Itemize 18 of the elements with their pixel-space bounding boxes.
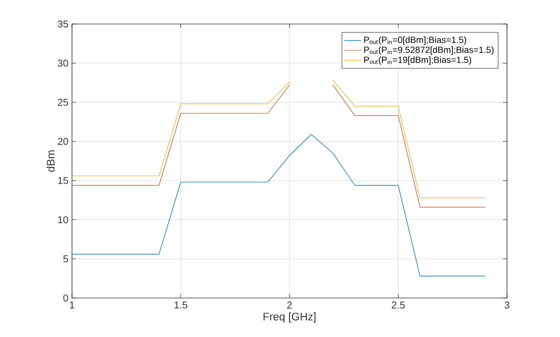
legend-label: P$_{out}$(P$_{in}$=19[dBm];Bias=1.5) [364,56,472,65]
x-axis-title: Freq [GHz] [264,312,316,323]
x-tick-label: 2.5 [392,302,405,309]
y-tick-label: 35 [58,20,68,28]
x-tick-label: 2 [287,302,292,308]
y-tick-label: 0 [63,294,68,302]
y-tick-label: 10 [58,216,68,224]
y-tick-label: 5 [63,255,68,262]
x-tick-label: 1.5 [174,302,188,308]
y-tick-label: 25 [58,98,68,106]
legend-label: P$_{out}$(P$_{in}$=0[dBm];Bias=1.5) [364,36,466,45]
y-tick-label: 30 [58,60,68,67]
legend-label: P$_{out}$(P$_{in}$=9.52872[dBm];Bias=1.5) [364,46,494,55]
y-tick-label: 20 [58,138,68,145]
y-tick-label: 15 [58,177,68,184]
x-tick-label: 3 [504,302,510,309]
x-tick-label: 1 [70,302,74,308]
y-axis-title: dBm [46,150,55,172]
